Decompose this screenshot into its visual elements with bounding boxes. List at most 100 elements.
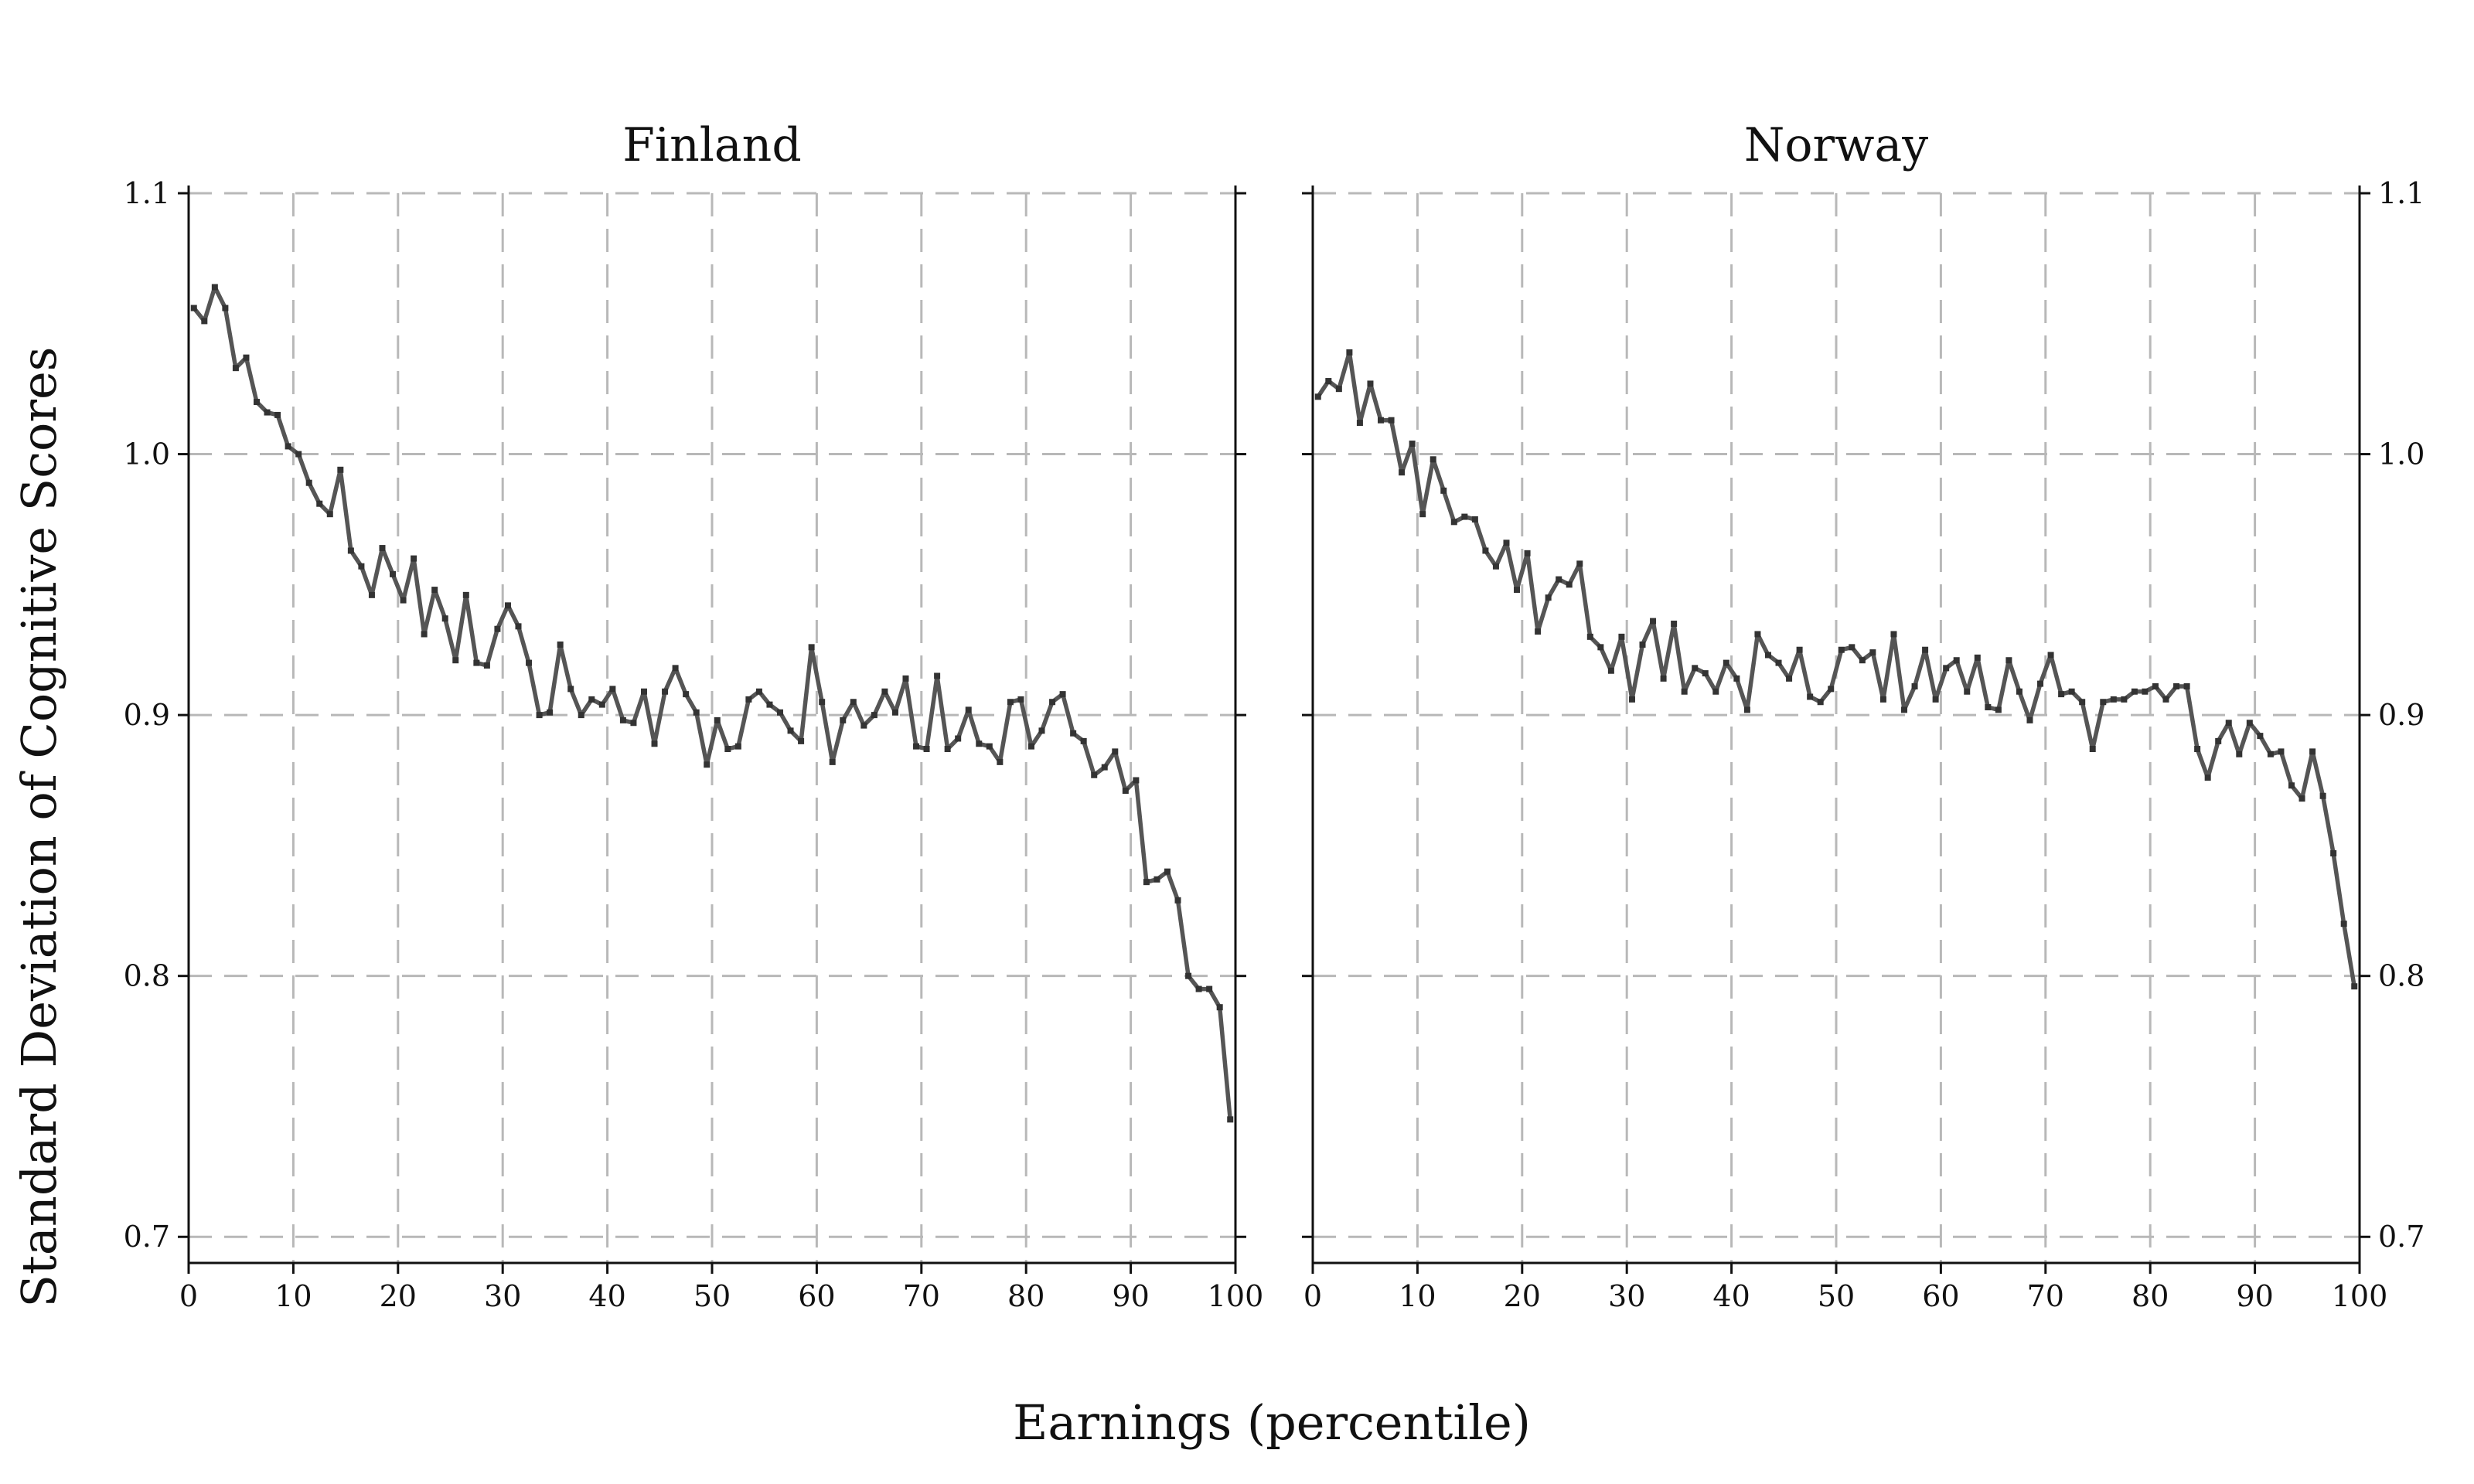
data-point (1995, 706, 2002, 713)
data-point (651, 740, 658, 747)
data-point (1314, 393, 1321, 400)
series-line (192, 284, 1232, 1122)
data-point (1723, 659, 1729, 666)
data-point (316, 500, 323, 507)
data-point (347, 547, 354, 554)
data-point (1733, 675, 1740, 682)
data-point (421, 631, 428, 638)
data-point (2037, 680, 2044, 687)
finland-panel: 0 10 20 30 40 50 60 70 80 90 100 0.7 0.8 0.9 1.0 1.1 Fin… (124, 118, 1264, 1313)
data-point (1890, 631, 1897, 638)
data-point (1133, 777, 1140, 784)
data-point (1091, 771, 1098, 778)
data-point (1586, 633, 1593, 640)
data-point (598, 701, 605, 708)
data-point (1681, 688, 1688, 695)
x-tick-label: 100 (1208, 1279, 1264, 1313)
x-tick-label: 70 (2027, 1279, 2064, 1313)
data-point (274, 411, 281, 418)
data-point (2068, 688, 2075, 695)
data-point (567, 686, 574, 693)
data-point (1922, 646, 1929, 653)
data-point (2016, 688, 2022, 695)
x-tick-label: 30 (484, 1279, 521, 1313)
data-point (766, 701, 773, 708)
data-point (264, 409, 271, 416)
data-point (2215, 737, 2222, 744)
data-point (787, 727, 794, 734)
data-point (1849, 644, 1855, 651)
data-point (1185, 972, 1192, 979)
data-point (609, 686, 616, 693)
data-point (1743, 706, 1750, 713)
data-point (683, 691, 690, 698)
data-point (2225, 720, 2232, 727)
data-point (222, 305, 229, 311)
data-point (2058, 691, 2065, 698)
data-point (1409, 441, 1416, 448)
y-tick-label: 1.1 (2378, 176, 2425, 210)
data-point (714, 716, 721, 723)
data-point (1943, 665, 1950, 672)
data-point (1953, 657, 1960, 664)
x-tick-label: 50 (1818, 1279, 1855, 1313)
x-tick-label: 10 (274, 1279, 312, 1313)
x-tick-label: 40 (588, 1279, 625, 1313)
data-point (2026, 716, 2033, 723)
data-point (1838, 646, 1845, 653)
data-point (976, 740, 983, 747)
data-point (1692, 665, 1699, 672)
data-point (1154, 876, 1160, 883)
data-point (1514, 587, 1521, 594)
data-point (850, 699, 857, 706)
data-point (1901, 706, 1908, 713)
data-point (1556, 576, 1562, 583)
data-point (1607, 667, 1614, 674)
data-point (672, 665, 679, 672)
data-point (1038, 727, 1045, 734)
data-point (1764, 652, 1771, 659)
y-tick-label: 1.1 (124, 176, 170, 210)
data-point (536, 712, 543, 719)
data-point (1227, 1116, 1234, 1123)
y-tick-label: 0.9 (124, 698, 170, 732)
data-point (734, 743, 741, 750)
data-point (2278, 748, 2285, 755)
data-point (934, 672, 941, 679)
data-point (1325, 378, 1332, 385)
data-point (1450, 519, 1457, 526)
data-point (1482, 547, 1489, 554)
data-point (2047, 652, 2054, 659)
norway-panel: 0 10 20 30 40 50 60 70 80 90 100 0.7 0.8 0.9 1.0 1.1 Nor… (1302, 118, 2425, 1313)
x-tick-label: 90 (1112, 1279, 1149, 1313)
data-point (1639, 641, 1646, 648)
data-point (997, 758, 1004, 765)
data-point (578, 712, 584, 719)
x-tick-label: 80 (1007, 1279, 1044, 1313)
data-point (232, 365, 239, 372)
data-point (955, 735, 962, 742)
data-point (986, 743, 993, 750)
data-point (201, 318, 208, 325)
data-point (305, 479, 312, 486)
x-tick-label: 0 (179, 1279, 198, 1313)
data-point (2131, 688, 2138, 695)
data-point (2005, 657, 2012, 664)
data-point (441, 615, 448, 622)
data-point (1049, 699, 1056, 706)
data-point (860, 722, 867, 729)
y-axis-title: Standard Deviation of Cognitive Scores (11, 347, 67, 1308)
data-point (1628, 696, 1635, 703)
data-point (1869, 649, 1876, 656)
data-point (2246, 720, 2253, 727)
data-point (944, 746, 951, 753)
data-point (1932, 696, 1939, 703)
data-point (1650, 618, 1657, 625)
data-point (1471, 516, 1478, 522)
data-point (243, 354, 250, 361)
x-tick-label: 20 (380, 1279, 417, 1313)
data-point (1143, 879, 1150, 886)
data-point (1985, 703, 1992, 710)
data-point (777, 709, 784, 716)
data-point (2351, 983, 2358, 990)
